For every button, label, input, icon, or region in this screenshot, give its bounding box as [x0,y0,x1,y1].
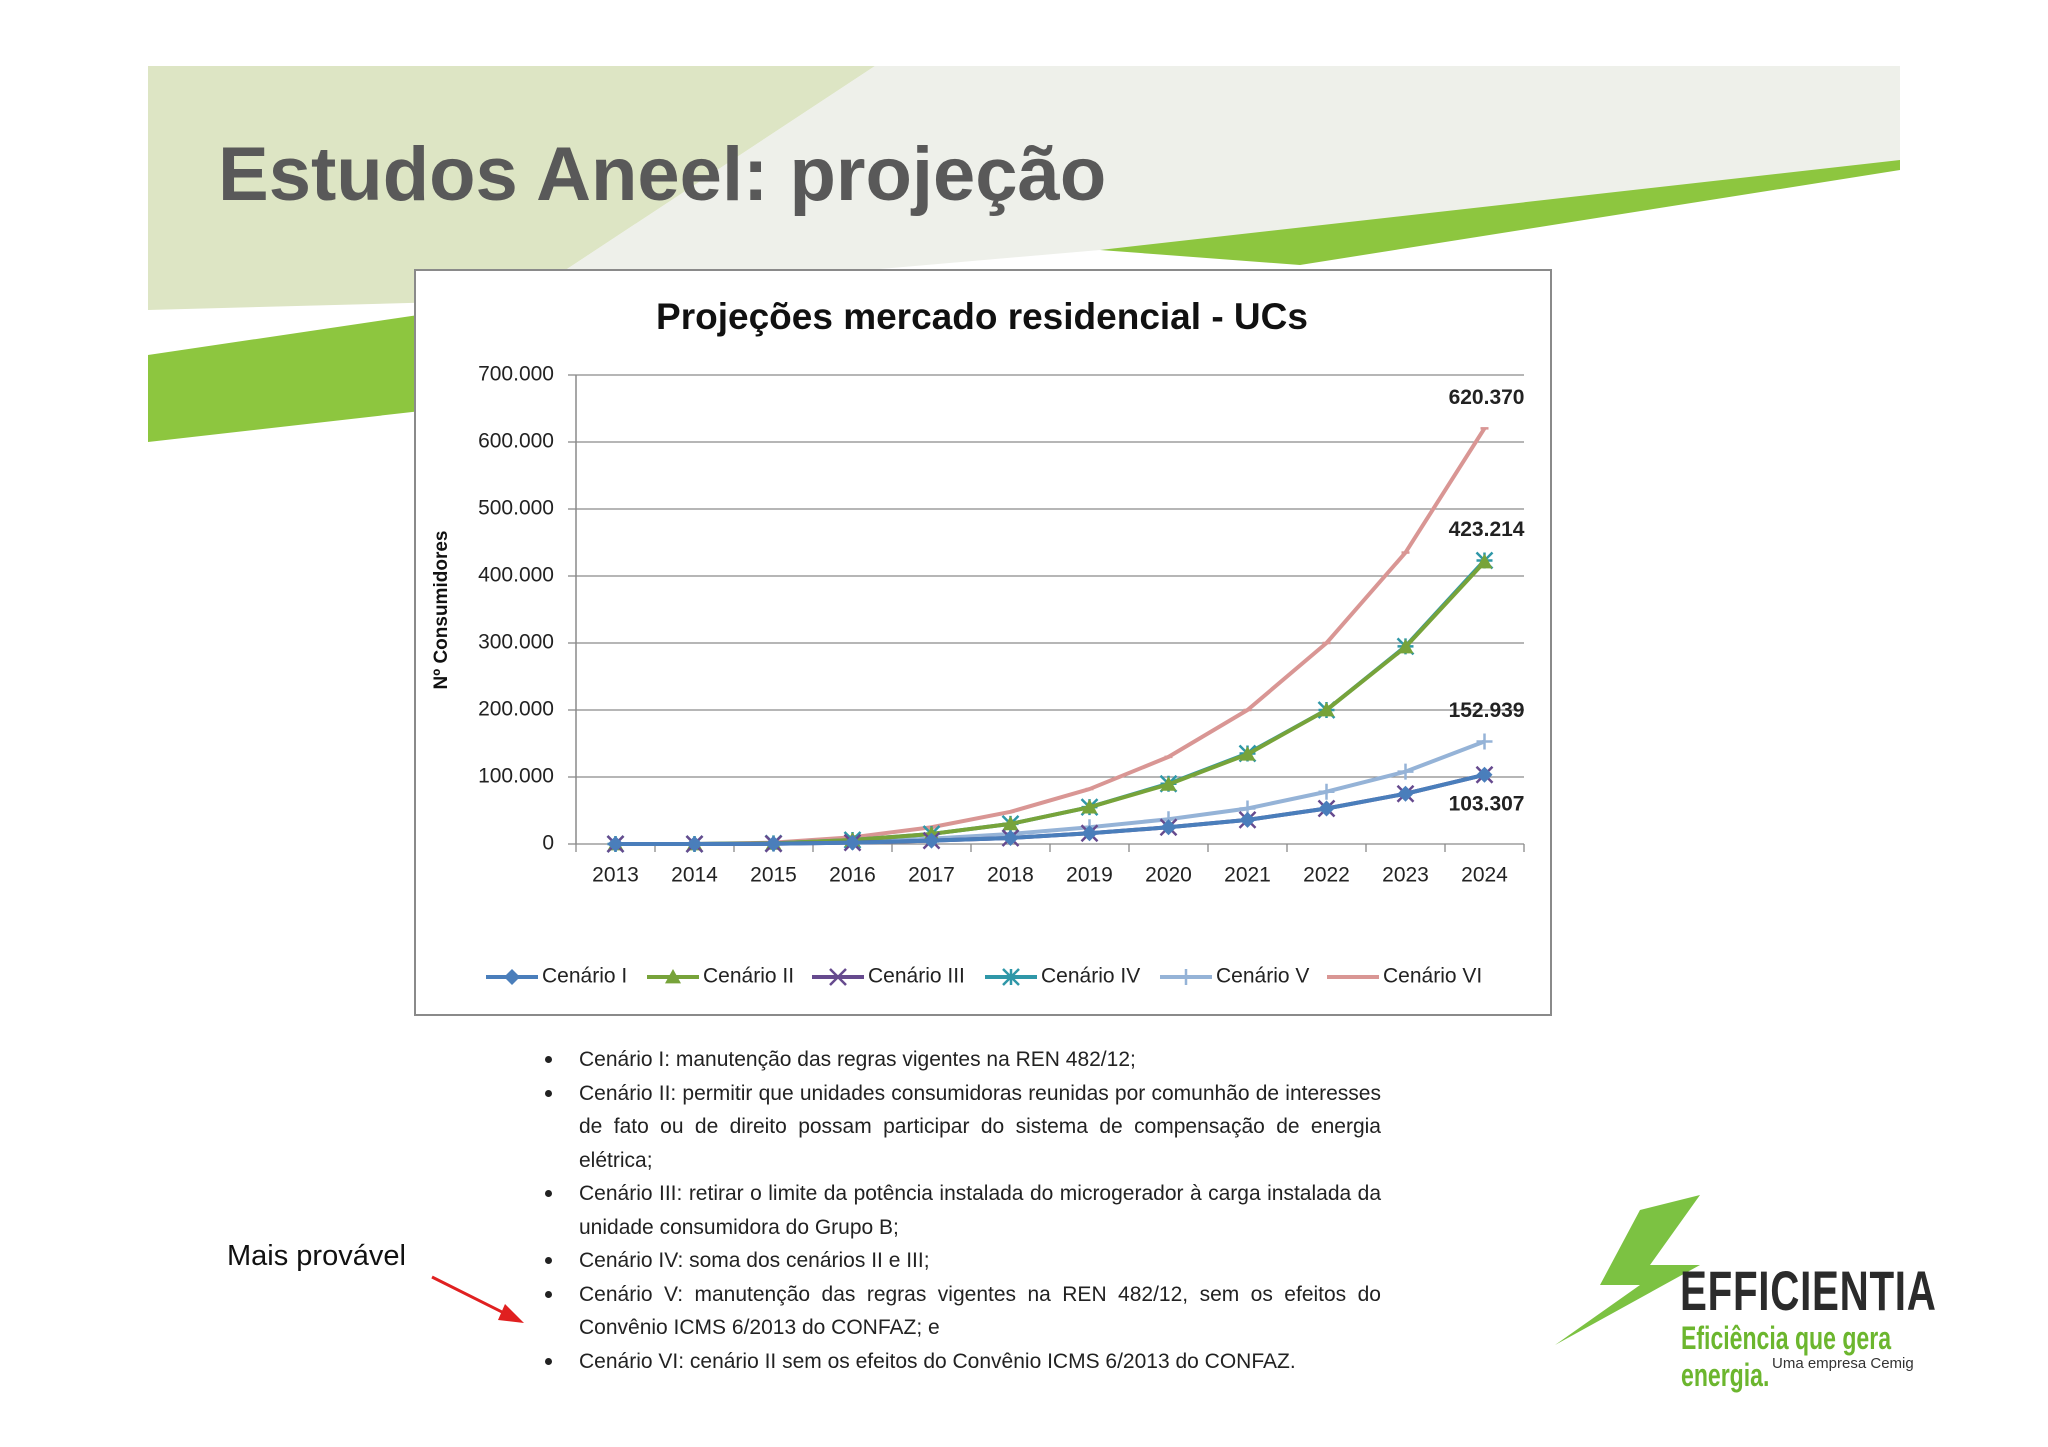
x-tick-label: 2016 [829,864,876,887]
chart-title: Projeções mercado residencial - UCs [656,296,1308,337]
marker [1397,785,1414,802]
bullet: Cenário III: retirar o limite da potênci… [545,1177,1381,1244]
marker [923,832,940,849]
bullet: Cenário I: manutenção das regras vigente… [545,1043,1381,1077]
x-tick-label: 2023 [1382,864,1429,887]
legend-label: Cenário II [703,965,794,988]
legend-label: Cenário V [1216,965,1309,988]
marker [1160,819,1177,836]
logo-subline: Uma empresa Cemig [1772,1355,1914,1372]
marker [504,969,520,985]
arrow-head [498,1304,524,1323]
x-tick-label: 2014 [671,864,718,887]
deco-shape [520,66,1900,300]
bullet: Cenário V: manutenção das regras vigente… [545,1278,1381,1345]
marker [686,836,703,852]
x-tick-label: 2017 [908,864,955,887]
legend-label: Cenário VI [1383,965,1482,988]
x-tick-label: 2021 [1224,864,1271,887]
x-tick-label: 2018 [987,864,1034,887]
marker [1081,825,1098,842]
series-line [615,772,1485,846]
marker [1397,763,1414,780]
marker [665,969,681,984]
marker [829,968,847,986]
bullet: Cenário VI: cenário II sem os efeitos do… [545,1345,1381,1379]
note: Mais provável [227,1240,406,1272]
marker [765,835,782,852]
value-label: 423.214 [1449,518,1525,541]
y-tick-label: 700.000 [478,363,554,386]
x-tick-label: 2022 [1303,864,1350,887]
logo-tagline: Eficiência que gera energia. [1681,1320,1892,1393]
marker [1476,733,1493,750]
marker [1318,702,1335,717]
legend-label: Cenário I [542,965,627,988]
y-tick-label: 200.000 [478,698,554,721]
slide-title: Estudos Aneel: projeção [218,132,1106,217]
marker [1476,766,1493,783]
value-label: 103.307 [1449,792,1525,815]
y-tick-label: 0 [542,832,554,855]
x-tick-label: 2019 [1066,864,1113,887]
value-label: 620.370 [1449,386,1525,409]
x-tick-label: 2013 [592,864,639,887]
legend-label: Cenário III [868,965,965,988]
marker [607,836,624,852]
marker [1178,969,1194,985]
y-tick-label: 600.000 [478,430,554,453]
y-tick-label: 100.000 [478,765,554,788]
deco-shape [148,66,875,310]
y-axis-title: Nº Consumidores [431,531,452,690]
marker [1239,746,1256,761]
deco-stripe [1100,160,1900,265]
bullet: Cenário II: permitir que unidades consum… [545,1077,1381,1178]
value-label: 152.939 [1449,699,1525,722]
marker [1160,776,1177,791]
marker [1002,829,1019,846]
x-tick-label: 2020 [1145,864,1192,887]
bullet: Cenário IV: soma dos cenários II e III; [545,1244,1381,1278]
marker [1318,783,1335,800]
marker [1081,799,1098,814]
x-tick-label: 2015 [750,864,797,887]
logo-bolt [1555,1195,1700,1345]
y-tick-label: 400.000 [478,564,554,587]
marker [1318,800,1335,817]
logo-name: EFFICIENTIA [1680,1259,1937,1322]
marker [1239,811,1256,828]
legend-label: Cenário IV [1041,965,1140,988]
x-tick-label: 2024 [1461,864,1508,887]
marker [1002,815,1019,831]
y-tick-label: 500.000 [478,497,554,520]
marker [1002,968,1020,986]
bullet-list: Cenário I: manutenção das regras vigente… [545,1043,1381,1378]
marker [844,834,861,851]
marker [1476,553,1493,569]
y-tick-label: 300.000 [478,631,554,654]
marker [1397,639,1414,654]
